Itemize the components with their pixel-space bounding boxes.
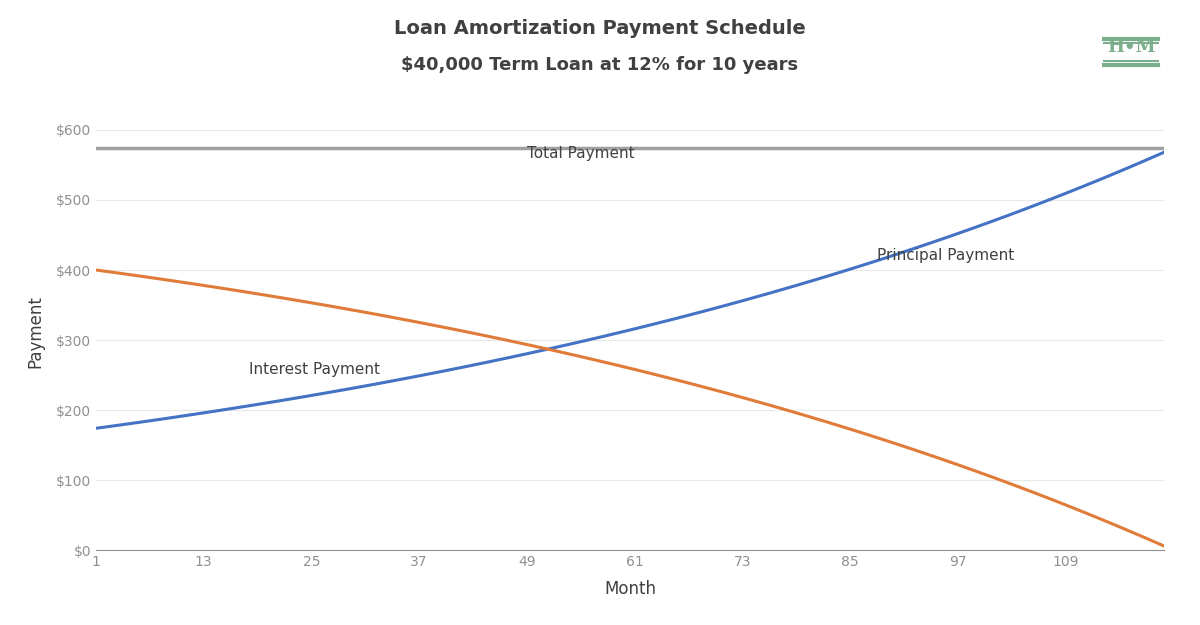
Text: Total Payment: Total Payment: [527, 146, 635, 161]
Text: $40,000 Term Loan at 12% for 10 years: $40,000 Term Loan at 12% for 10 years: [402, 56, 798, 74]
Text: Interest Payment: Interest Payment: [248, 362, 379, 378]
Y-axis label: Payment: Payment: [26, 295, 44, 368]
Text: Principal Payment: Principal Payment: [877, 248, 1014, 263]
X-axis label: Month: Month: [604, 580, 656, 598]
Text: H•M: H•M: [1108, 39, 1156, 56]
Text: Loan Amortization Payment Schedule: Loan Amortization Payment Schedule: [394, 19, 806, 38]
